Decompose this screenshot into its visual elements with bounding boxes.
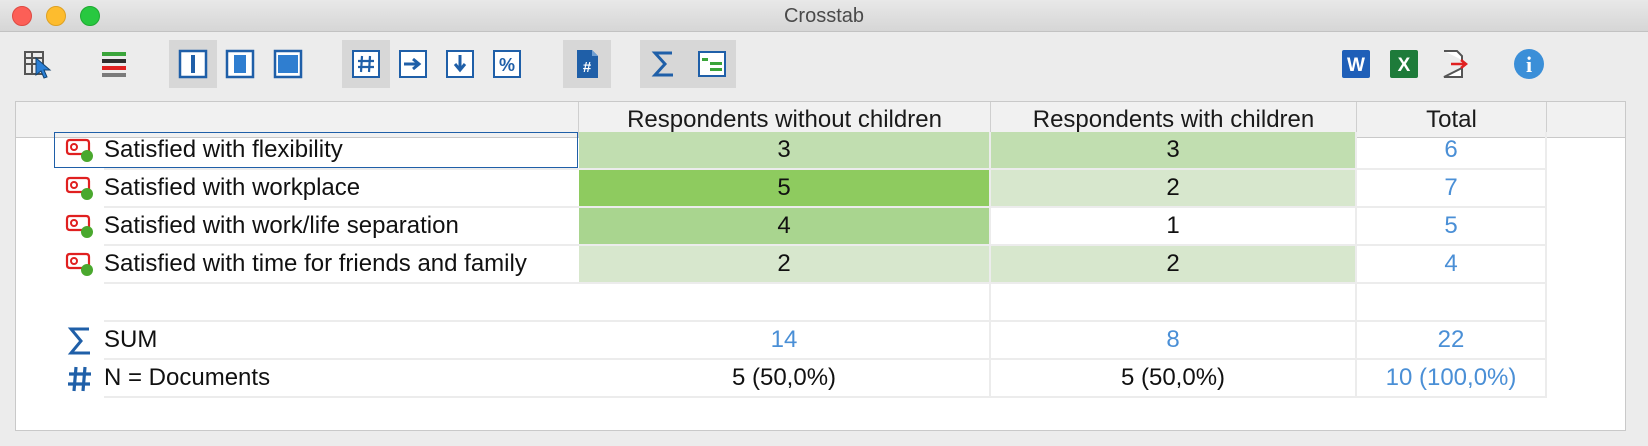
svg-text:i: i — [1526, 52, 1532, 77]
arrow-right-icon — [399, 50, 427, 78]
code-icon — [62, 246, 98, 284]
svg-text:W: W — [1347, 55, 1365, 76]
maximize-window-button[interactable] — [80, 6, 100, 26]
color-bars-icon — [102, 52, 126, 77]
table-cursor-icon — [24, 51, 52, 79]
total-cell[interactable]: 7 — [1357, 170, 1547, 208]
table-cell[interactable]: 2 — [579, 246, 991, 284]
table-cell[interactable]: 2 — [991, 246, 1357, 284]
code-icon — [62, 208, 98, 246]
window-title: Crosstab — [783, 5, 865, 27]
svg-text:%: % — [499, 55, 515, 75]
toolbar: % # — [0, 33, 1648, 91]
code-icon — [62, 132, 98, 170]
export-excel-button[interactable]: X — [1380, 40, 1428, 88]
n-documents-row-label: N = Documents — [104, 360, 579, 398]
total-cell[interactable]: 5 — [1357, 208, 1547, 246]
n-documents-total-cell[interactable]: 10 (100,0%) — [1357, 360, 1547, 398]
view-full-button[interactable] — [264, 40, 312, 88]
column-header-total[interactable]: Total — [1357, 102, 1547, 138]
cell-view-icon — [225, 49, 255, 79]
info-button[interactable]: i — [1505, 40, 1553, 88]
table-cell[interactable]: 3 — [991, 132, 1357, 170]
selected-row-highlight — [54, 132, 578, 168]
sum-cell[interactable]: 14 — [579, 322, 991, 360]
sum-total-cell[interactable]: 22 — [1357, 322, 1547, 360]
arrow-down-icon — [446, 50, 474, 78]
column-view-icon — [178, 49, 208, 79]
export-icon — [1443, 50, 1469, 78]
row-percent-button[interactable] — [389, 40, 437, 88]
document-count-button[interactable]: # — [563, 40, 611, 88]
svg-text:#: # — [583, 59, 592, 76]
row-label[interactable]: Satisfied with time for friends and fami… — [104, 246, 579, 284]
row-label-text: Satisfied with time for friends and fami… — [104, 250, 527, 277]
code-structure-button[interactable] — [688, 40, 736, 88]
percent-icon: % — [493, 50, 521, 78]
table-cell[interactable]: 4 — [579, 208, 991, 246]
info-icon: i — [1514, 49, 1544, 79]
minimize-window-button[interactable] — [46, 6, 66, 26]
export-word-button[interactable]: W — [1332, 40, 1380, 88]
row-label[interactable]: Satisfied with work/life separation — [104, 208, 579, 246]
hash-icon — [352, 50, 380, 78]
empty-cell — [579, 284, 991, 322]
svg-text:X: X — [1398, 55, 1411, 76]
sum-cell[interactable]: 8 — [991, 322, 1357, 360]
sum-row-label: SUM — [104, 322, 579, 360]
sum-button[interactable] — [640, 40, 688, 88]
total-cell[interactable]: 4 — [1357, 246, 1547, 284]
sigma-icon — [62, 322, 98, 360]
sigma-icon — [651, 51, 673, 77]
sum-label-text: SUM — [104, 326, 158, 353]
n-documents-cell[interactable]: 5 (50,0%) — [579, 360, 991, 398]
empty-cell — [1357, 284, 1547, 322]
view-column-button[interactable] — [169, 40, 217, 88]
table-cell[interactable]: 3 — [579, 132, 991, 170]
select-columns-button[interactable] — [14, 40, 62, 88]
excel-icon: X — [1390, 50, 1418, 78]
table-cell[interactable]: 1 — [991, 208, 1357, 246]
percent-button[interactable]: % — [483, 40, 531, 88]
empty-cell — [991, 284, 1357, 322]
code-icon — [62, 170, 98, 208]
row-label-text: Satisfied with workplace — [104, 174, 361, 201]
row-label-text: Satisfied with work/life separation — [104, 212, 459, 239]
crosstab-table: Respondents without children Respondents… — [15, 101, 1626, 431]
show-counts-button[interactable] — [342, 40, 390, 88]
hash-document-icon: # — [577, 50, 598, 78]
table-cell[interactable]: 2 — [991, 170, 1357, 208]
word-icon: W — [1342, 50, 1370, 78]
table-cell[interactable]: 5 — [579, 170, 991, 208]
row-label[interactable]: Satisfied with workplace — [104, 170, 579, 208]
close-window-button[interactable] — [12, 6, 32, 26]
hash-icon — [62, 360, 98, 398]
row-label-text: Satisfied with flexibility — [104, 136, 343, 163]
export-button[interactable] — [1430, 40, 1478, 88]
total-cell[interactable]: 6 — [1357, 132, 1547, 170]
empty-row — [104, 284, 579, 322]
header-filler — [1547, 102, 1625, 138]
code-structure-icon — [698, 51, 726, 77]
row-label[interactable]: Satisfied with flexibility — [104, 132, 579, 170]
view-cell-button[interactable] — [216, 40, 264, 88]
column-percent-button[interactable] — [436, 40, 484, 88]
full-view-icon — [273, 49, 303, 79]
n-documents-cell[interactable]: 5 (50,0%) — [991, 360, 1357, 398]
n-documents-label-text: N = Documents — [104, 364, 271, 391]
color-bars-button[interactable] — [90, 40, 138, 88]
title-bar: Crosstab — [0, 0, 1648, 32]
